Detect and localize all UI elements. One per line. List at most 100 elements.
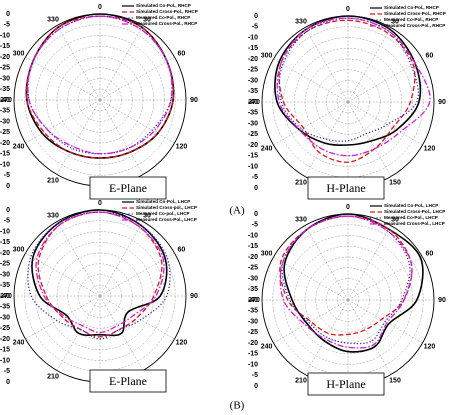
grid-spoke	[99, 25, 144, 101]
angle-label: 270	[248, 99, 260, 106]
grid-spoke	[99, 99, 144, 175]
legend-label: Measured Co-pol., LHCP	[136, 211, 190, 216]
legend-label: Measured Co-Pol., RHCP	[384, 17, 438, 22]
r-tick-label: -30	[248, 120, 258, 127]
r-tick-label: -15	[0, 43, 10, 50]
r-tick-label: -15	[0, 151, 10, 158]
pattern-curve	[35, 211, 165, 334]
angle-label: 330	[47, 16, 59, 23]
angle-label: 0	[98, 200, 102, 207]
plane-box	[307, 372, 385, 396]
r-tick-label: -10	[0, 228, 10, 235]
pattern-curve	[281, 215, 411, 345]
legend-label: Simulated Cross-Pol., RHCP	[136, 9, 198, 14]
r-tick-label: -30	[248, 77, 258, 84]
r-tick-label: -15	[0, 239, 10, 246]
r-tick-label: -25	[0, 65, 10, 72]
r-tick-label: -35	[248, 110, 258, 117]
grid-spoke	[347, 101, 392, 177]
grid-spoke	[304, 225, 349, 301]
grid-spoke	[347, 101, 423, 146]
angle-label: 300	[261, 250, 273, 257]
angle-label: 210	[295, 377, 307, 384]
grid-spoke	[347, 58, 423, 103]
grid-spoke	[273, 256, 349, 301]
legend-label: Measured Co-Pol., RHCP	[136, 15, 190, 20]
r-tick-label: -25	[0, 129, 10, 136]
plane-box	[89, 369, 167, 393]
pattern-curve	[27, 15, 173, 155]
pattern-curve	[31, 209, 168, 337]
r-tick-label: -5	[252, 24, 258, 31]
pattern-curve	[279, 215, 413, 349]
r-tick-label: -35	[248, 88, 258, 95]
r-tick-label: -15	[248, 243, 258, 250]
angle-label: 90	[190, 293, 198, 300]
r-tick-label: -25	[0, 261, 10, 268]
angle-label: 240	[13, 143, 25, 150]
grid-spoke	[347, 256, 423, 301]
legend-label: Measured Cross-Pol., RHCP	[384, 23, 445, 28]
r-tick-label: 0	[6, 11, 10, 18]
r-tick-label: -25	[248, 329, 258, 336]
r-tick-label: 0	[6, 379, 10, 386]
r-tick-label: -10	[0, 357, 10, 364]
r-tick-label: -10	[0, 32, 10, 39]
r-tick-label: -25	[0, 325, 10, 332]
r-tick-label: -35	[248, 308, 258, 315]
pattern-curve	[283, 213, 424, 353]
pattern-curve	[278, 19, 416, 163]
grid-spoke	[99, 99, 175, 144]
r-tick-label: -5	[252, 174, 258, 181]
angle-label: 60	[178, 50, 186, 57]
plane-box	[307, 176, 385, 200]
r-tick-label: -20	[248, 56, 258, 63]
legend-label: Simulated Cross-pol., LHCP	[136, 205, 197, 210]
angle-label: 90	[438, 297, 446, 304]
grid-spoke	[25, 56, 101, 101]
plane-title: H-Plane	[326, 181, 365, 195]
plane-title: H-Plane	[326, 377, 365, 391]
r-tick-label: 0	[254, 185, 258, 192]
grid-spoke	[273, 299, 349, 344]
angle-label: 60	[178, 246, 186, 253]
r-tick-label: 0	[6, 183, 10, 190]
r-tick-label: -20	[248, 340, 258, 347]
pattern-curve	[27, 211, 171, 340]
grid-spoke	[56, 99, 101, 175]
pattern-curve	[278, 17, 419, 142]
grid-spoke	[56, 25, 101, 101]
r-tick-label: -40	[0, 293, 10, 300]
r-tick-label: -15	[248, 351, 258, 358]
angle-label: 30	[391, 18, 399, 25]
angle-label: 210	[47, 373, 59, 380]
angle-label: 300	[13, 50, 25, 57]
legend-label: Measured Cross-Pol., LHCP	[384, 221, 445, 226]
grid-spoke	[273, 101, 349, 146]
legend-label: Measured Co-Pol., LHCP	[384, 215, 438, 220]
grid-spoke	[99, 252, 175, 297]
r-tick-label: -10	[248, 34, 258, 41]
r-tick-label: -25	[248, 67, 258, 74]
angle-label: 330	[295, 216, 307, 223]
angle-label: 270	[0, 293, 12, 300]
legend-label: Simulated Cross-Pol., RHCP	[384, 11, 446, 16]
angle-label: 300	[261, 52, 273, 59]
polar-chart: -40 -35 -35 -30 -30 -25 -25 -20 -20 -15 -15 -10 -10 -…	[248, 5, 446, 200]
angle-label: 120	[176, 143, 188, 150]
legend-label: Simulated Co-Pol., RHCP	[384, 5, 439, 10]
pattern-curve	[276, 17, 431, 157]
r-tick-label: -15	[248, 45, 258, 52]
polar-chart: -40 -35 -35 -30 -30 -25 -25 -20 -20 -15 -15 -10 -10 -…	[0, 3, 198, 200]
angle-label: 60	[426, 250, 434, 257]
angle-label: 240	[261, 343, 273, 350]
panel-label: (A)	[229, 205, 245, 217]
angle-label: 240	[261, 145, 273, 152]
angle-label: 240	[13, 339, 25, 346]
angle-label: 150	[389, 179, 401, 186]
panel-label: (B)	[230, 400, 245, 412]
r-tick-label: -25	[248, 265, 258, 272]
r-tick-label: 0	[254, 13, 258, 20]
grid-spoke	[25, 252, 101, 297]
legend-label: Measured Cross-Pol., RHCP	[136, 21, 197, 26]
